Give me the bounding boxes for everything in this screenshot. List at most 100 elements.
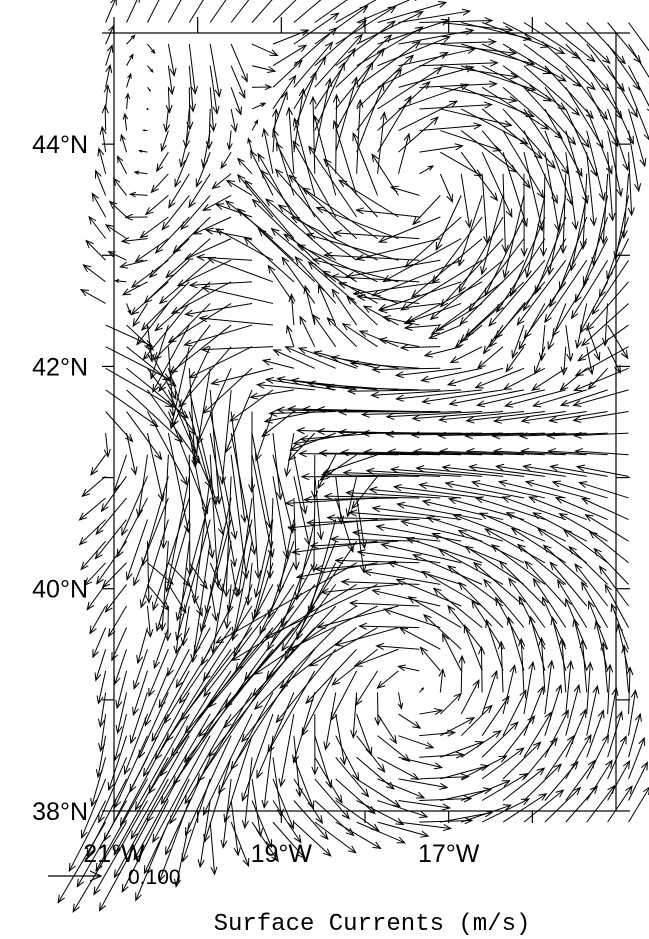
current-vector-head	[643, 134, 649, 141]
current-vector-head	[540, 122, 550, 130]
current-vector-head	[420, 375, 430, 383]
current-vector-head	[425, 741, 435, 749]
current-vector-head	[611, 138, 619, 148]
current-vector-head	[183, 524, 191, 534]
current-vector	[427, 516, 504, 542]
current-vector-head	[339, 449, 349, 457]
current-vector	[72, 821, 127, 913]
current-vector	[628, 762, 648, 801]
current-vector-head	[453, 692, 462, 702]
current-vector-head	[437, 431, 446, 439]
current-vector-head	[561, 709, 569, 719]
current-vector	[523, 130, 558, 204]
current-vector-head	[620, 350, 629, 360]
current-vector	[320, 454, 357, 481]
current-vector-head	[572, 431, 582, 439]
current-vector-head	[438, 668, 446, 678]
current-vector-head	[429, 312, 439, 321]
current-vector	[628, 667, 631, 715]
current-vector	[116, 670, 128, 709]
current-vector	[483, 324, 504, 354]
current-vector-head	[309, 95, 317, 105]
current-vector-head	[494, 330, 503, 340]
current-vector	[211, 367, 274, 385]
current-vector	[202, 287, 274, 304]
current-vector	[332, 648, 378, 686]
current-vector-head	[133, 0, 140, 3]
current-vector	[574, 563, 609, 607]
current-vector	[516, 259, 567, 326]
current-vector	[105, 45, 113, 66]
current-vector-head	[294, 59, 303, 68]
current-vector-head	[555, 789, 565, 798]
current-vector	[272, 433, 282, 500]
current-vector-head	[250, 149, 258, 159]
current-vector	[194, 476, 211, 604]
current-vector-head	[483, 101, 493, 109]
current-vector	[335, 756, 369, 797]
current-vector	[607, 711, 623, 758]
current-vector	[494, 411, 566, 422]
current-vector-head	[505, 363, 514, 373]
current-vector-head	[184, 826, 192, 837]
current-vector-head	[320, 831, 329, 841]
current-vector	[565, 661, 572, 715]
current-vector	[607, 87, 634, 144]
current-vector-head	[159, 767, 168, 777]
current-vector	[377, 67, 442, 110]
current-vector-head	[503, 400, 514, 408]
current-vector-head	[125, 92, 131, 100]
current-vector	[188, 87, 191, 130]
current-vector-head	[184, 725, 193, 735]
current-vector-head	[155, 622, 163, 633]
current-vector-head	[533, 365, 541, 375]
current-vector	[201, 346, 273, 351]
current-vector	[461, 86, 534, 117]
current-vector	[549, 411, 608, 422]
current-vector	[293, 12, 339, 45]
current-vector-head	[599, 111, 608, 121]
current-vector-head	[572, 415, 582, 423]
current-vector-head	[497, 479, 508, 487]
current-vector	[126, 73, 132, 88]
current-vector	[152, 324, 190, 393]
current-vector-head	[241, 820, 250, 830]
current-vector-head	[196, 607, 203, 617]
current-vector	[398, 83, 469, 110]
current-vector-head	[148, 89, 152, 92]
current-vector-head	[103, 448, 111, 458]
current-vector	[383, 316, 420, 326]
current-vector-head	[153, 659, 161, 670]
current-vector-head	[348, 599, 358, 607]
current-vector-head	[100, 503, 109, 513]
current-vector	[440, 765, 489, 780]
current-vector-head	[431, 532, 441, 540]
current-vector	[523, 65, 580, 116]
current-vector	[419, 104, 492, 110]
current-vector-head	[627, 207, 635, 217]
current-vector-head	[502, 804, 513, 811]
current-vector-head	[115, 725, 123, 735]
current-vector	[156, 519, 190, 632]
current-vector-head	[142, 767, 151, 778]
current-vector-head	[182, 139, 191, 149]
current-vector	[356, 778, 401, 808]
current-vector-head	[279, 680, 289, 689]
current-vector-head	[178, 399, 187, 408]
current-vector-head	[459, 334, 469, 343]
current-vector-head	[266, 670, 274, 680]
current-vector-head	[572, 400, 582, 407]
current-vector	[335, 94, 338, 174]
current-vector-head	[150, 68, 154, 73]
current-vector	[588, 367, 609, 390]
current-vector-head	[575, 339, 583, 350]
current-vector-head	[511, 349, 519, 360]
current-vector-head	[558, 637, 566, 647]
current-vector-head	[468, 463, 478, 472]
current-vector-head	[89, 625, 97, 635]
current-vector-head	[208, 748, 217, 758]
current-vector	[153, 627, 169, 669]
current-vector	[225, 200, 274, 240]
current-vector	[439, 669, 444, 693]
current-vector-head	[78, 512, 88, 521]
